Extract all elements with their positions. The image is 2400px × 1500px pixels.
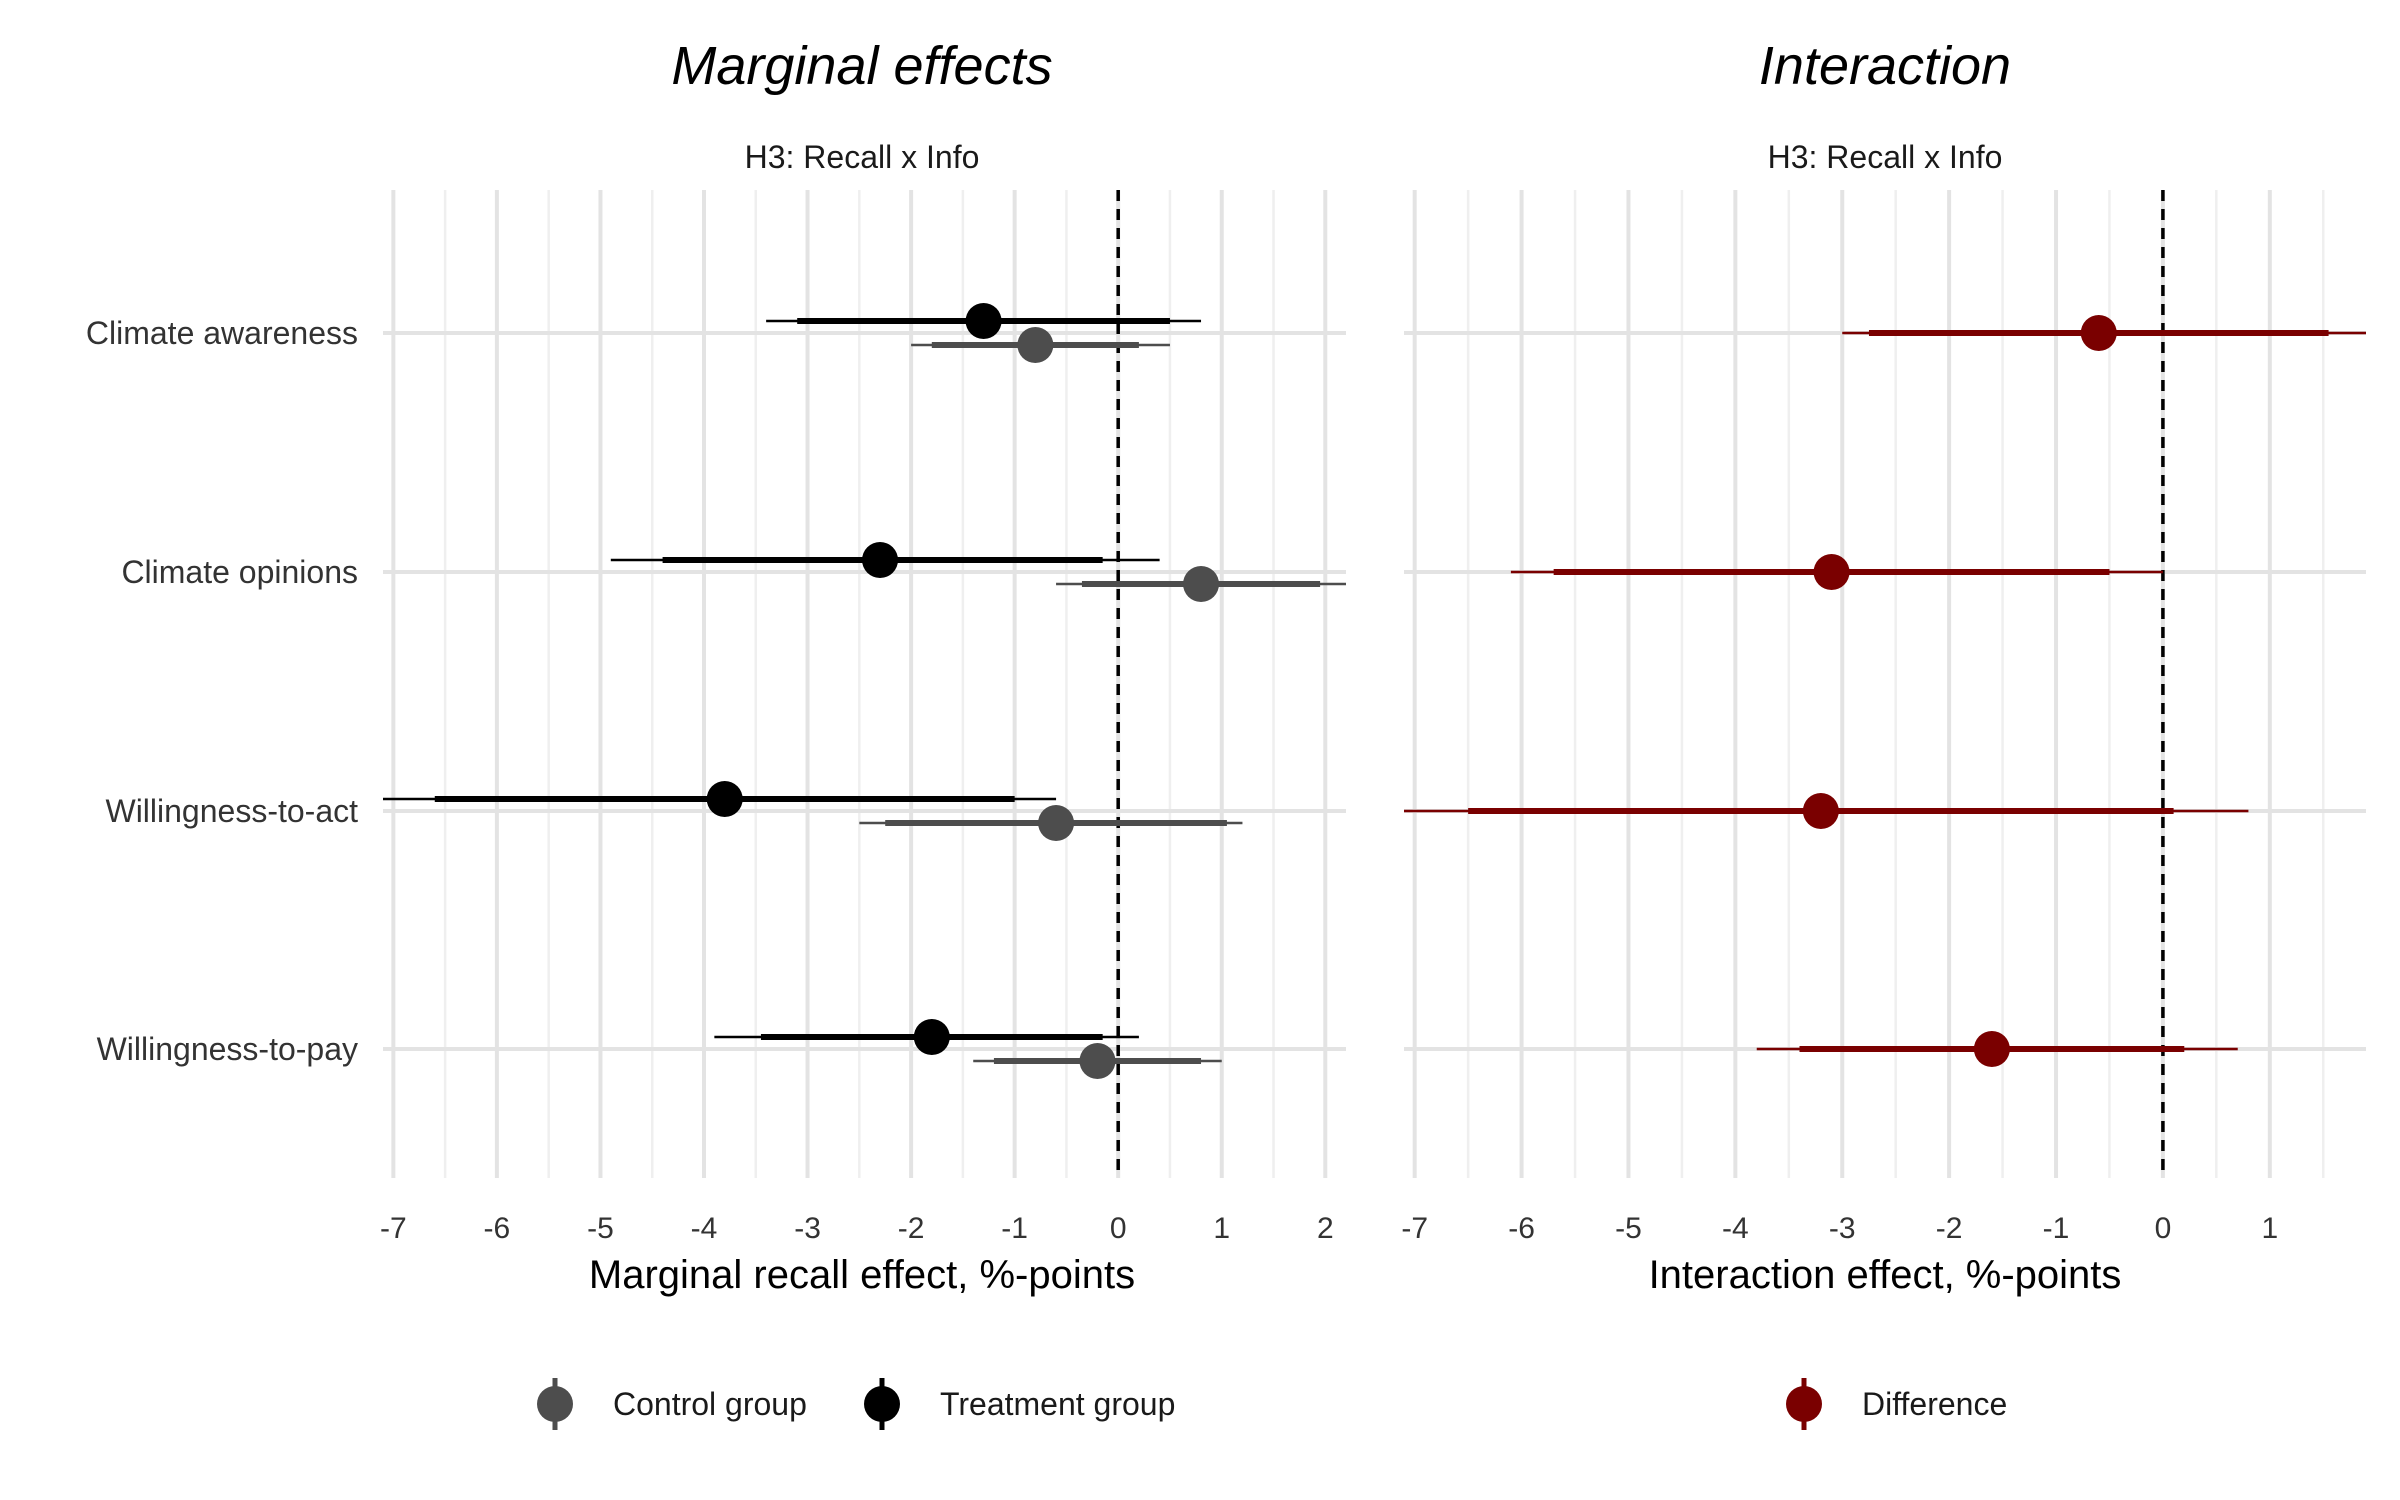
- x-axis-title: Marginal recall effect, %-points: [589, 1253, 1135, 1297]
- x-tick-labels: -7 -6 -5 -4 -3 -2 -1 0 1 2: [380, 1212, 1334, 1245]
- legend: Control group Treatment group: [537, 1378, 1175, 1430]
- x-tick-label: -7: [1401, 1212, 1428, 1245]
- estimate-mark: [1404, 793, 2249, 829]
- legend: Difference: [1786, 1378, 2007, 1430]
- category-label: Climate opinions: [121, 554, 358, 590]
- legend-label: Control group: [613, 1386, 807, 1422]
- point-estimate: [1079, 1043, 1116, 1079]
- point-estimate: [1017, 327, 1054, 363]
- category-label: Willingness-to-pay: [97, 1031, 358, 1067]
- x-tick-label: -3: [794, 1212, 821, 1245]
- x-tick-label: 2: [1317, 1212, 1334, 1245]
- x-tick-label: -6: [484, 1212, 511, 1245]
- category-label: Willingness-to-act: [105, 793, 358, 829]
- panel-title: Marginal effects: [671, 36, 1052, 96]
- x-tick-label: 1: [1213, 1212, 1230, 1245]
- panel-title: Interaction: [1759, 36, 2011, 96]
- estimate-marks: [383, 303, 1346, 1079]
- panel-subtitle: H3: Recall x Info: [745, 139, 980, 175]
- category-label: Climate awareness: [86, 315, 358, 351]
- legend-label: Difference: [1862, 1386, 2007, 1422]
- estimate-mark: [859, 805, 1243, 841]
- estimate-mark: [973, 1043, 1222, 1079]
- estimate-marks: [1404, 315, 2366, 1067]
- x-tick-label: -5: [1615, 1212, 1642, 1245]
- x-tick-label: 0: [1110, 1212, 1127, 1245]
- point-estimate: [706, 781, 743, 817]
- x-tick-label: -7: [380, 1212, 407, 1245]
- estimate-mark: [1510, 554, 2163, 590]
- x-tick-label: -1: [2043, 1212, 2070, 1245]
- x-tick-label: -5: [587, 1212, 614, 1245]
- point-estimate: [965, 303, 1002, 339]
- estimate-mark: [383, 781, 1057, 817]
- estimate-mark: [1842, 315, 2366, 351]
- point-estimate: [2080, 315, 2117, 351]
- x-axis-title: Interaction effect, %-points: [1649, 1253, 2122, 1297]
- marginal-effects-panel: Marginal effects H3: Recall x Info Clima…: [86, 36, 1346, 1430]
- estimate-mark: [911, 327, 1170, 363]
- interaction-panel: Interaction H3: Recall x Info -7 -6 -5 -4 -3…: [1401, 36, 2366, 1430]
- x-tick-label: -4: [691, 1212, 718, 1245]
- x-tick-label: -2: [1936, 1212, 1963, 1245]
- estimate-mark: [1756, 1031, 2238, 1067]
- estimate-mark: [610, 542, 1160, 578]
- point-estimate: [1813, 554, 1850, 590]
- point-estimate: [1802, 793, 1839, 829]
- panel-subtitle: H3: Recall x Info: [1768, 139, 2003, 175]
- x-tick-label: -1: [1001, 1212, 1028, 1245]
- legend-key-dot: [537, 1386, 573, 1422]
- x-tick-label: -6: [1508, 1212, 1535, 1245]
- point-estimate: [913, 1019, 950, 1055]
- category-labels: Climate awareness Climate opinions Willing…: [86, 315, 358, 1067]
- legend-key-dot: [864, 1386, 900, 1422]
- gridlines: [383, 190, 1346, 1178]
- legend-label: Treatment group: [940, 1386, 1175, 1422]
- legend-entry: Control group: [537, 1378, 807, 1430]
- point-estimate: [1973, 1031, 2010, 1067]
- estimate-mark: [1056, 566, 1346, 602]
- legend-entry: Difference: [1786, 1378, 2007, 1430]
- legend-key-dot: [1786, 1386, 1822, 1422]
- estimate-mark: [714, 1019, 1139, 1055]
- point-estimate: [862, 542, 899, 578]
- x-tick-label: -2: [898, 1212, 925, 1245]
- point-estimate: [1183, 566, 1220, 602]
- x-tick-label: -3: [1829, 1212, 1856, 1245]
- x-tick-label: 0: [2155, 1212, 2172, 1245]
- estimate-mark: [766, 303, 1202, 339]
- gridlines: [1404, 190, 2366, 1178]
- point-estimate: [1038, 805, 1075, 841]
- legend-entry: Treatment group: [864, 1378, 1175, 1430]
- x-tick-labels: -7 -6 -5 -4 -3 -2 -1 0 1: [1401, 1212, 2278, 1245]
- x-tick-label: -4: [1722, 1212, 1749, 1245]
- x-tick-label: 1: [2261, 1212, 2278, 1245]
